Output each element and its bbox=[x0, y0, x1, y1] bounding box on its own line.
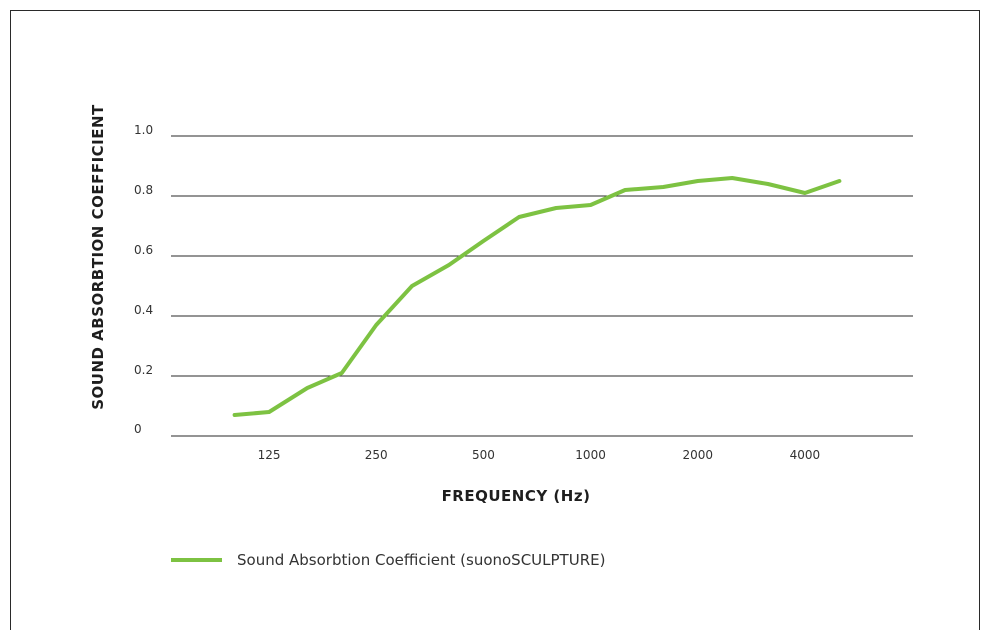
line-chart: 0 0.2 0.4 0.6 0.8 1.0 125 250 500 1000 2000 4000 S… bbox=[89, 104, 913, 569]
legend: Sound Absorbtion Coefficient (suonoSCULP… bbox=[171, 551, 605, 569]
x-tick-label: 125 bbox=[258, 448, 281, 462]
x-tick-label: 1000 bbox=[575, 448, 606, 462]
x-tick-label: 250 bbox=[365, 448, 388, 462]
series-line-0 bbox=[232, 176, 842, 417]
series-lines bbox=[232, 176, 842, 417]
y-tick-label: 1.0 bbox=[134, 123, 153, 137]
y-tick-label: 0.6 bbox=[134, 243, 153, 257]
x-tick-label: 4000 bbox=[790, 448, 821, 462]
y-tick-label: 0.4 bbox=[134, 303, 153, 317]
gridlines bbox=[171, 135, 913, 437]
x-tick-labels: 125 250 500 1000 2000 4000 bbox=[258, 448, 821, 462]
chart-frame: 0 0.2 0.4 0.6 0.8 1.0 125 250 500 1000 2000 4000 S… bbox=[10, 10, 980, 630]
x-axis-title: FREQUENCY (Hz) bbox=[442, 487, 591, 505]
x-tick-label: 500 bbox=[472, 448, 495, 462]
y-tick-label: 0.8 bbox=[134, 183, 153, 197]
y-tick-label: 0.2 bbox=[134, 363, 153, 377]
y-tick-labels: 0 0.2 0.4 0.6 0.8 1.0 bbox=[134, 123, 153, 436]
legend-label: Sound Absorbtion Coefficient (suonoSCULP… bbox=[237, 551, 605, 569]
y-axis-title: SOUND ABSORBTION COEFFICIENT bbox=[89, 104, 107, 410]
x-tick-label: 2000 bbox=[682, 448, 713, 462]
y-tick-label: 0 bbox=[134, 422, 142, 436]
